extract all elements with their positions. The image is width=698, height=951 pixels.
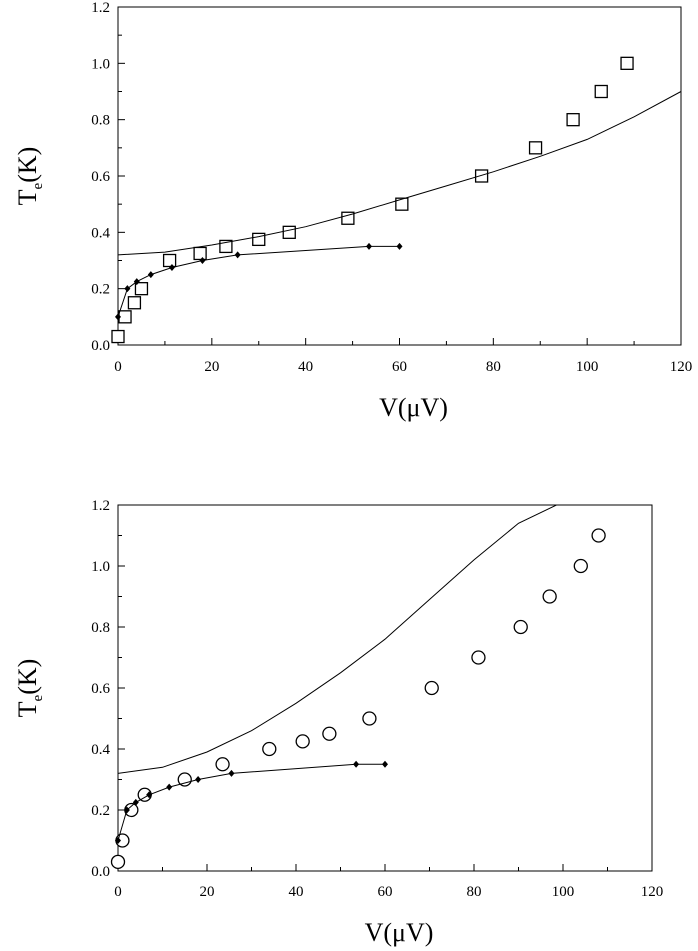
series-1 [118,505,558,774]
diamond-curve [118,763,385,841]
y-axis-title-subscript: e [30,694,46,701]
diamond-point [366,242,373,250]
diamond-point [353,760,360,768]
y-tick-label: 0.0 [91,338,110,354]
y-axis-title-subscript: e [30,182,46,189]
diamond-point [166,783,173,791]
square-point [282,225,296,239]
model-curve [118,505,558,774]
circle-point [110,854,126,869]
square-point [528,141,543,155]
diamond-curve [118,245,400,317]
diamond-point [115,313,121,321]
y-tick-label: 0.6 [91,681,110,697]
top-panel: 0 20 40 60 80 100 120 0.0 0.2 0.4 0.6 0.8 1.0 1.2 V(μV… [13,0,692,422]
x-tick-label: 120 [670,359,693,375]
y-tick-label: 0.4 [91,742,110,758]
diamond-point [123,806,130,814]
x-tick-label: 60 [378,884,393,900]
diamond-point [228,769,235,777]
x-tick-label: 0 [114,359,122,375]
square-point [134,282,149,296]
y-tick-label: 1.2 [91,0,110,16]
y-axis-title-main: T [13,189,42,205]
circle-point [322,726,337,741]
diamond-point [132,798,139,806]
series-0 [111,56,634,344]
circle-point [215,757,230,772]
series-2 [115,760,388,844]
y-tick-label: 0.6 [91,169,110,185]
y-tick-label: 1.0 [91,559,110,575]
x-tick-label: 40 [298,359,313,375]
square-point [620,56,634,70]
y-tick-label: 0.8 [91,113,110,129]
x-tick-label: 0 [114,884,122,900]
y-axis-title-unit: (K) [13,659,42,695]
series-2 [115,242,403,321]
y-axis-title-main: T [13,701,42,717]
x-tick-label: 100 [576,359,599,375]
diamond-point [382,760,388,768]
y-axis-title-unit: (K) [13,147,42,183]
y-tick-label: 0.0 [91,864,110,880]
square-point [252,232,266,247]
circle-point [513,619,528,635]
y-tick-label: 0.2 [91,282,110,298]
square-point [127,296,142,310]
square-point [193,246,207,261]
y-tick-label: 0.2 [91,803,110,819]
bottom-panel: 0 20 40 60 80 100 120 0.0 0.2 0.4 0.6 0.8 1.0 1.2 V(μV… [13,498,664,947]
plot-frame [117,504,653,872]
diamond-point [234,251,241,259]
circle-point [262,741,277,757]
circle-point [471,650,486,665]
square-point [474,169,489,183]
y-tick-label: 1.2 [91,498,110,514]
plot-frame [117,6,682,346]
x-tick-label: 60 [392,359,407,375]
x-tick-label: 80 [486,359,501,375]
diamond-point [146,791,153,799]
circle-point [591,528,606,543]
model-curve [118,91,681,256]
y-tick-label: 0.4 [91,225,110,241]
square-point [111,329,125,344]
circle-point [424,680,439,696]
diamond-point [133,278,140,286]
x-tick-label: 120 [641,884,664,900]
square-point [162,253,177,268]
series-1 [118,91,681,256]
square-point [566,113,580,127]
circle-point [177,772,192,787]
circle-point [295,734,310,749]
diamond-point [147,271,154,279]
square-point [594,84,608,99]
y-tick-label: 1.0 [91,56,110,72]
y-tick-label: 0.8 [91,620,110,636]
circle-point [542,589,557,604]
square-point [341,211,355,225]
diamond-point [195,776,202,783]
x-axis-title: V(μV) [379,393,448,422]
square-point [395,197,409,211]
x-tick-label: 40 [289,884,304,900]
circle-point [362,711,377,726]
diamond-point [115,837,121,844]
diamond-point [168,264,175,272]
x-tick-label: 80 [467,884,482,900]
circle-point [573,558,588,574]
y-axis-title: Te(K) [13,659,46,718]
x-tick-label: 20 [204,359,219,375]
diamond-point [124,285,131,293]
series-0 [110,528,606,869]
x-axis-title: V(μV) [365,918,434,947]
x-tick-label: 20 [200,884,215,900]
diamond-point [396,242,403,250]
x-tick-label: 100 [552,884,575,900]
diamond-point [199,257,206,264]
y-axis-title: Te(K) [13,147,46,206]
